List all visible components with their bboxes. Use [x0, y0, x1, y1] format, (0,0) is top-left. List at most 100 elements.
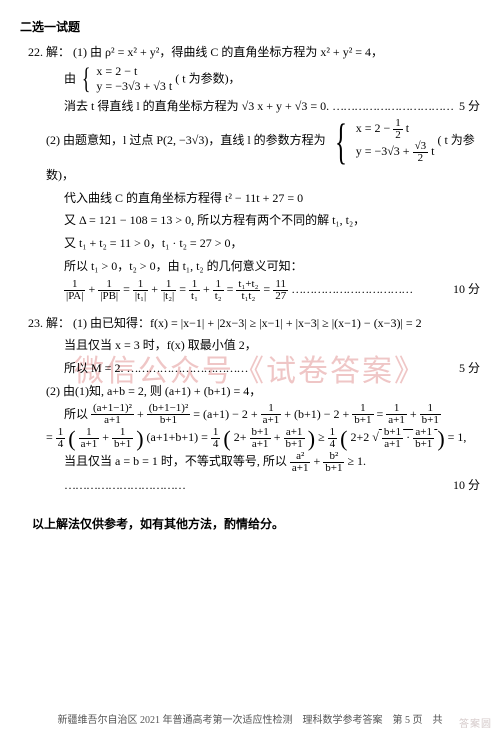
p22-1-l2: 由 { x = 2 − t y = −3√3 + √3 t ( t 为参数)，: [20, 64, 480, 95]
brace-bot: y = −3√3 + √3 t: [96, 79, 172, 93]
fraction: 1127: [273, 279, 288, 302]
den: b+1: [413, 439, 434, 450]
p22-1-l2-prefix: 由: [64, 71, 76, 85]
score-5b: 5 分: [459, 357, 480, 380]
brace2-bot: y = −3√3 + √32 t: [356, 144, 435, 158]
fraction: 1b+1: [420, 403, 441, 426]
brace-icon: {: [335, 118, 347, 164]
score-5: 5 分: [459, 95, 480, 118]
dots-icon: [64, 478, 185, 492]
problem-22: 22. 解： (1) 由 ρ² = x² + y²，得曲线 C 的直角坐标方程为…: [20, 41, 480, 302]
txt: = (a+1) − 2 +: [193, 407, 260, 421]
den: t₁: [189, 291, 200, 302]
txt: ≥ 1.: [347, 454, 366, 468]
den: a+1: [382, 439, 403, 450]
txt: t: [406, 121, 409, 135]
fraction: 1a+1: [261, 403, 282, 426]
fraction: a²a+1: [290, 451, 311, 474]
txt: t: [431, 144, 434, 158]
paren-icon: ): [136, 429, 143, 449]
num: 1: [213, 279, 224, 291]
den: a+1: [250, 439, 271, 450]
p23-1-l2: 当且仅当 x = 3 时，f(x) 取最小值 2，: [20, 334, 480, 357]
problem-23: 23. 解： (1) 由已知得：f(x) = |x−1| + |2x−3| ≥ …: [20, 312, 480, 497]
den: a+1: [386, 415, 407, 426]
p23-1-l3-row: 所以 M = 2. 5 分: [20, 357, 480, 380]
txt: 当且仅当 a = b = 1 时，不等式取等号, 所以: [64, 454, 290, 468]
fraction: 1|PB|: [98, 279, 120, 302]
p23-1-l1-text: (1) 由已知得：f(x) = |x−1| + |2x−3| ≥ |x−1| +…: [73, 316, 422, 330]
fraction: (a+1−1)²a+1: [91, 403, 134, 426]
fraction: 1t₂: [213, 279, 224, 302]
num: √3: [413, 141, 429, 153]
fraction: a+1b+1: [413, 427, 434, 450]
brace-content: x = 2 − 12 t y = −3√3 + √32 t: [356, 118, 435, 164]
p22-label: 22. 解：: [28, 45, 70, 59]
brace2-top: x = 2 − 12 t: [356, 121, 409, 135]
fraction: 1b+1: [352, 403, 373, 426]
corner-watermark: 答案圆: [459, 715, 492, 730]
den: 2: [413, 153, 429, 164]
txt: + (b+1) − 2 +: [284, 407, 352, 421]
p22-2-l1: (2) 由题意知，l 过点 P(2, −3√3)，直线 l 的参数方程为 { x…: [20, 118, 480, 187]
den: 27: [273, 291, 288, 302]
fraction: (b+1−1)²b+1: [147, 403, 191, 426]
den: 4: [328, 439, 338, 450]
p23-2-l4: 当且仅当 a = b = 1 时，不等式取等号, 所以 a²a+1 + b²b+…: [20, 450, 480, 497]
den: 4: [56, 439, 66, 450]
fraction: 1a+1: [79, 427, 100, 450]
txt: x = 2 −: [356, 121, 391, 135]
fraction: a+1b+1: [284, 427, 305, 450]
score-10: 10 分: [453, 278, 480, 301]
num: 11: [273, 279, 288, 291]
den: |PB|: [98, 291, 120, 302]
den: |t₂|: [161, 291, 176, 302]
den: a+1: [91, 415, 134, 426]
paren-icon: ): [308, 429, 315, 449]
fraction: 14: [211, 427, 221, 450]
fraction: 14: [56, 427, 66, 450]
p22-1-l1: (1) 由 ρ² = x² + y²，得曲线 C 的直角坐标方程为 x² + y…: [73, 45, 383, 59]
p22-1-l3-row: 消去 t 得直线 l 的直角坐标方程为 √3 x + y + √3 = 0. 5…: [20, 95, 480, 118]
p22-2-l3: 又 Δ = 121 − 108 = 13 > 0, 所以方程有两个不同的解 t₁…: [20, 209, 480, 232]
footer-text: 新疆维吾尔自治区 2021 年普通高考第一次适应性检测 理科数学参考答案 第 5…: [0, 711, 500, 726]
p23-1-l1: 23. 解： (1) 由已知得：f(x) = |x−1| + |2x−3| ≥ …: [20, 312, 480, 335]
section-title: 二选一试题: [20, 18, 480, 35]
brace-icon: {: [82, 64, 91, 94]
den: a+1: [261, 415, 282, 426]
den: b+1: [420, 415, 441, 426]
p23-2-l2: 所以 (a+1−1)²a+1 + (b+1−1)²b+1 = (a+1) − 2…: [20, 403, 480, 427]
score-10b: 10 分: [453, 474, 480, 497]
num: t₁+t₂: [236, 279, 260, 291]
fraction: 14: [328, 427, 338, 450]
fraction: √32: [413, 141, 429, 164]
fraction: t₁+t₂t₁t₂: [236, 279, 260, 302]
den: 4: [211, 439, 221, 450]
den: b+1: [147, 415, 191, 426]
paren-icon: (: [340, 429, 347, 449]
p23-2-l1: (2) 由(1)知, a+b = 2, 则 (a+1) + (b+1) = 4，: [20, 380, 480, 403]
num: 1: [98, 279, 120, 291]
den: b+1: [112, 439, 133, 450]
den: b+1: [323, 463, 344, 474]
den: a+1: [290, 463, 311, 474]
fraction: 12: [393, 118, 403, 141]
txt: ≥: [318, 430, 328, 444]
den: |t₁|: [133, 291, 148, 302]
den: t₂: [213, 291, 224, 302]
num: 1: [161, 279, 176, 291]
txt: 2+2: [351, 430, 370, 444]
p22-2-l4: 又 t₁ + t₂ = 11 > 0，t₁ · t₂ = 27 > 0，: [20, 232, 480, 255]
txt: (a+1+b+1) =: [147, 430, 211, 444]
den: b+1: [352, 415, 373, 426]
fraction: 1|t₁|: [133, 279, 148, 302]
sqrt: b+1a+1 · a+1b+1: [379, 430, 437, 444]
dots-icon: [291, 282, 412, 296]
fraction: b+1a+1: [250, 427, 271, 450]
brace-content: x = 2 − t y = −3√3 + √3 t: [96, 64, 172, 95]
txt: 所以: [64, 407, 91, 421]
paren-icon: (: [223, 429, 230, 449]
p22-2-l6: 1|PA| + 1|PB| = 1|t₁| + 1|t₂| = 1t₁ + 1t…: [20, 278, 480, 302]
txt: y = −3√3 +: [356, 144, 413, 158]
den: t₁t₂: [236, 291, 260, 302]
